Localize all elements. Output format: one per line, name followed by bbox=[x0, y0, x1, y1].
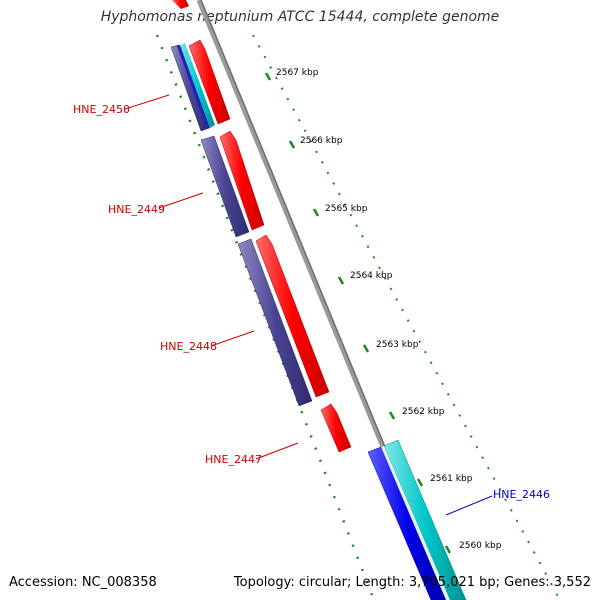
gene-label-hne-2447[interactable]: HNE_2447 bbox=[205, 453, 262, 466]
tick-mark bbox=[264, 72, 272, 81]
feature-cyan-sliver[interactable] bbox=[180, 43, 215, 128]
tick-label-2564: 2564 kbp bbox=[350, 271, 393, 281]
page-title: Hyphomonas neptunium ATCC 15444, complet… bbox=[100, 9, 500, 25]
leader-hne-2449 bbox=[158, 192, 204, 209]
leader-hne-2446 bbox=[445, 495, 493, 516]
gene-hne-2448-reverse[interactable] bbox=[237, 238, 313, 407]
tick-mark bbox=[337, 276, 345, 285]
accession-text: Accession: NC_008358 bbox=[9, 575, 157, 590]
genome-summary-text: Topology: circular; Length: 3,705,021 bp… bbox=[233, 575, 591, 590]
gene-hne-2448-forward[interactable] bbox=[255, 234, 330, 398]
tick-label-2561: 2561 kbp bbox=[430, 474, 473, 484]
tick-mark bbox=[362, 344, 370, 353]
gene-label-hne-2448[interactable]: HNE_2448 bbox=[160, 340, 217, 353]
tick-mark bbox=[312, 208, 320, 217]
tick-label-2566: 2566 kbp bbox=[300, 136, 343, 146]
leader-hne-2448 bbox=[210, 330, 255, 347]
feature-white-band bbox=[381, 446, 450, 600]
tick-label-2562: 2562 kbp bbox=[402, 407, 445, 417]
tick-mark bbox=[388, 411, 396, 420]
gene-hne-2446-blue[interactable] bbox=[367, 446, 447, 600]
leader-hne-2450 bbox=[124, 94, 170, 110]
tick-marks bbox=[264, 72, 452, 554]
tick-mark bbox=[444, 545, 452, 554]
gene-hne-2449-reverse[interactable] bbox=[200, 135, 250, 238]
gene-hne-2450-forward[interactable] bbox=[188, 39, 231, 125]
gene-label-hne-2449[interactable]: HNE_2449 bbox=[108, 203, 165, 216]
gene-label-hne-2450[interactable]: HNE_2450 bbox=[73, 103, 130, 116]
tick-label-2560: 2560 kbp bbox=[459, 541, 502, 551]
tick-mark bbox=[288, 140, 296, 149]
gene-top-forward[interactable] bbox=[172, 0, 189, 9]
gene-hne-2449-forward[interactable] bbox=[219, 130, 265, 231]
tick-label-2565: 2565 kbp bbox=[325, 204, 368, 214]
gene-label-hne-2446[interactable]: HNE_2446 bbox=[493, 488, 550, 501]
tick-mark bbox=[416, 478, 424, 487]
leader-hne-2447 bbox=[255, 442, 299, 460]
tick-label-2563: 2563 kbp bbox=[376, 340, 419, 350]
gene-hne-2447-forward[interactable] bbox=[320, 403, 352, 453]
feature-blue-sliver[interactable] bbox=[177, 45, 210, 129]
tick-label-2567: 2567 kbp bbox=[276, 68, 319, 78]
